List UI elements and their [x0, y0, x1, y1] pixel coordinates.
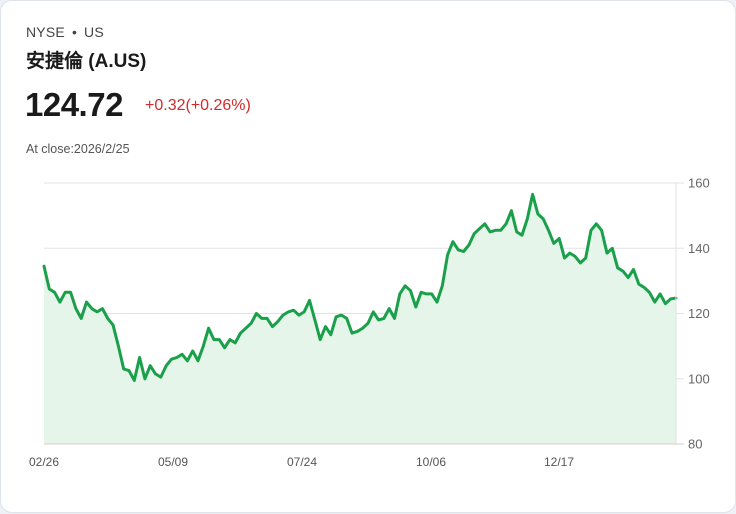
stock-price: 124.72 — [25, 86, 123, 123]
y-tick-label: 80 — [688, 437, 702, 452]
price-change: +0.32(+0.26%) — [145, 97, 251, 114]
y-tick-label: 120 — [688, 306, 710, 321]
y-tick-label: 160 — [688, 176, 710, 191]
x-tick-label: 05/09 — [158, 455, 188, 469]
y-axis-labels: 80 100 120 140 160 — [688, 176, 710, 452]
exchange-label: NYSE • US — [26, 24, 104, 40]
x-tick-label: 07/24 — [287, 455, 317, 469]
separator-dot: • — [71, 24, 78, 40]
price-line[interactable] — [42, 192, 678, 382]
region-name: US — [84, 24, 104, 40]
x-axis-labels: 02/26 05/09 07/24 10/06 12/17 — [29, 455, 574, 469]
x-tick-label: 10/06 — [416, 455, 446, 469]
y-tick-label: 100 — [688, 371, 710, 386]
stock-title: 安捷倫 (A.US) — [26, 51, 147, 72]
y-tick-label: 140 — [688, 241, 710, 256]
x-tick-label: 12/17 — [544, 455, 574, 469]
close-date-label: At close:2026/2/25 — [26, 142, 130, 156]
price-area-fill — [44, 194, 676, 444]
x-tick-label: 02/26 — [29, 455, 59, 469]
exchange-name: NYSE — [26, 24, 65, 40]
